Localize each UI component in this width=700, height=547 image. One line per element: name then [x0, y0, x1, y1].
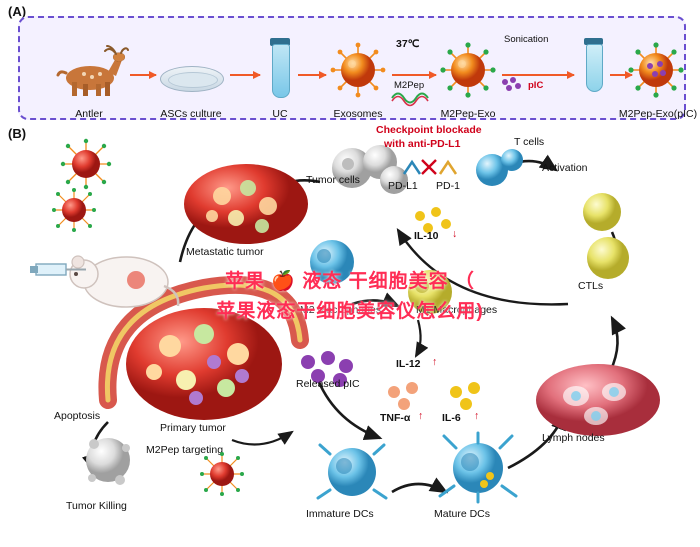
sonication-label: Sonication [504, 34, 549, 45]
nanoparticle-icon-3 [200, 452, 244, 496]
arrow-culture-to-uc [230, 70, 261, 79]
tnf-alpha-label: TNF-α [380, 412, 411, 424]
nanoparticle-icon-2 [52, 188, 96, 232]
lymph-nodes-icon [536, 364, 660, 436]
arrow-antler-to-culture [130, 70, 157, 79]
cytokine-dots-tnf-il6-icon [388, 382, 480, 410]
il-10-label: IL-10 [414, 230, 439, 242]
m1-macrophages-label: M1 Macrophages [416, 304, 498, 316]
tumor-killing-label: Tumor Killing [66, 500, 127, 512]
ctls-icon [583, 193, 629, 279]
tube-cap-icon [270, 38, 290, 46]
panel-a-step-label-uc: UC [272, 108, 288, 120]
primary-tumor-icon [98, 276, 309, 420]
il-12-arrow: ↑ [432, 356, 438, 368]
m2pep-label: M2Pep [394, 80, 425, 91]
panel-a-container: Antler ASCs culture UC [18, 16, 697, 120]
pd-blockade-icon [402, 159, 458, 175]
pd-l1-label: PD-L1 [388, 180, 418, 192]
immature-dcs-label: Immature DCs [306, 508, 374, 520]
pd-1-label: PD-1 [436, 180, 460, 192]
checkpoint-blockade-label: Checkpoint blockade [376, 124, 482, 136]
peptide-strand-icon [391, 92, 429, 107]
m1-macrophage-icon [408, 270, 452, 314]
watermark-line-2: 苹果液态干细胞美容仪怎么用) [216, 301, 484, 322]
deer-icon [50, 45, 129, 98]
panel-a-step-label-m2pepexopic: M2Pep-Exo(pIC) [618, 108, 698, 120]
sonication-tube-cap-icon [584, 38, 603, 45]
released-pic-label: Released pIC [296, 378, 360, 390]
anti-pdl1-label: with anti-PD-L1 [384, 138, 461, 150]
il-10-arrow: ↓ [452, 228, 458, 240]
t-cells-label: T cells [514, 136, 545, 148]
activation-label: Activation [542, 162, 588, 174]
panel-b-container: Metastatic tumor Tumor cells Checkpoint … [0, 122, 700, 547]
tumor-cells-label: Tumor cells [306, 174, 360, 186]
metastatic-tumor-label: Metastatic tumor [186, 246, 264, 258]
il-6-arrow: ↑ [474, 410, 480, 422]
sonication-tube-icon [586, 44, 603, 92]
tnf-alpha-arrow: ↑ [418, 410, 424, 422]
nanoparticle-icon-1 [60, 138, 112, 190]
il-6-label: IL-6 [442, 412, 461, 424]
panel-b-label: (B) [8, 126, 27, 141]
panel-a-step-label-m2pepexo: M2Pep-Exo [440, 108, 496, 120]
arrow-m2pepexo-to-pic [502, 70, 575, 79]
il-12-label: IL-12 [396, 358, 421, 370]
panel-a-step-label-exosomes: Exosomes [333, 108, 383, 120]
panel-a-step-label-ascs: ASCs culture [160, 108, 222, 120]
pic-label: pIC [528, 80, 544, 91]
t-cells-icon [476, 149, 523, 186]
pic-particles-icon [502, 77, 521, 91]
apoptosis-label: Apoptosis [54, 410, 101, 422]
panel-a-label: (A) [8, 4, 27, 19]
m2pep-targeting-label: M2Pep targeting [146, 444, 224, 456]
mature-dc-icon [438, 431, 518, 504]
apoptotic-cell-icon [86, 438, 130, 485]
mouse-icon [69, 255, 180, 308]
immature-dc-icon [316, 443, 388, 500]
temperature-label: 37℃ [396, 38, 420, 50]
tumor-cells-icon [332, 145, 408, 194]
panel-a-step-label-antler: Antler [75, 108, 103, 120]
petri-dish-icon [160, 66, 224, 92]
m2-macrophages-label: M2 Macrophages [300, 304, 382, 316]
mature-dcs-label: Mature DCs [434, 508, 491, 520]
watermark-line-1: 苹果 🍎 液态 干细胞美容 （ [225, 271, 475, 292]
ctls-label: CTLs [578, 280, 604, 292]
released-pic-icon [301, 351, 353, 387]
cytokine-dots-il10-icon [415, 207, 451, 233]
primary-tumor-label: Primary tumor [160, 422, 226, 434]
m2-macrophage-icon [310, 240, 354, 284]
arrow-uc-to-exosomes [298, 70, 327, 79]
arrow-exosomes-to-m2pepexo [392, 70, 437, 79]
metastatic-tumor-icon [184, 164, 308, 244]
centrifuge-tube-icon [272, 44, 290, 98]
arrow-to-final-product [610, 70, 633, 79]
syringe-icon [30, 263, 86, 276]
lymph-nodes-label: Lymph nodes [542, 432, 605, 444]
